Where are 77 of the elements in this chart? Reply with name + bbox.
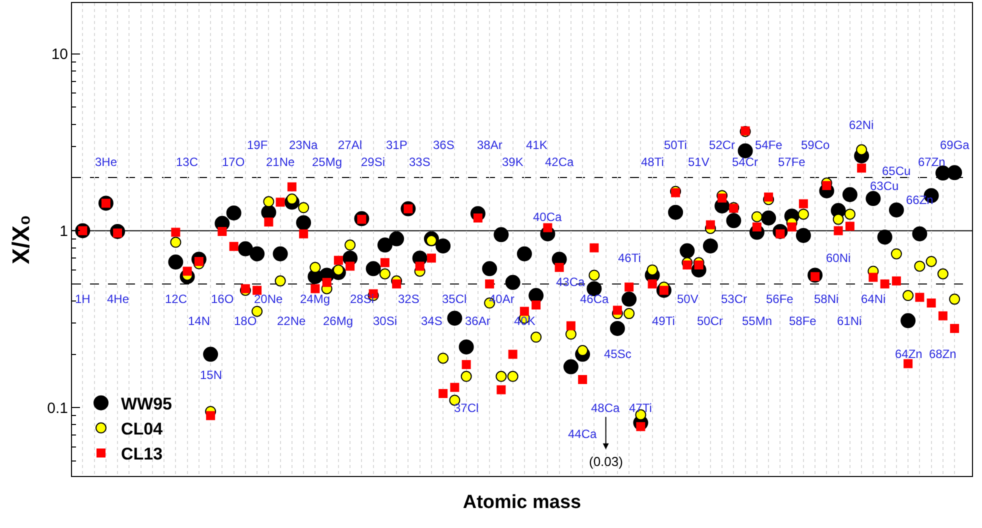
- x-tick-label: 49Ti: [652, 314, 675, 328]
- annotation: (0.03): [589, 454, 623, 469]
- x-tick-label: 59Co: [801, 138, 830, 152]
- x-tick-label: 50Ti: [664, 138, 687, 152]
- x-tick-label: 69Ga: [940, 138, 970, 152]
- x-tick-label: 50V: [677, 292, 698, 306]
- x-tick-label: 25Mg: [312, 155, 342, 169]
- x-tick-label: 37Cl: [454, 401, 479, 415]
- y-tick-label: 10: [51, 46, 68, 64]
- x-tick-label: 46Ca: [580, 292, 610, 306]
- x-tick-label: 35Cl: [442, 292, 467, 306]
- x-tick-label: 15N: [200, 368, 222, 382]
- x-tick-label: 22Ne: [277, 314, 306, 328]
- x-tick-label: 18O: [234, 314, 257, 328]
- x-tick-label: 45Sc: [604, 347, 632, 361]
- x-tick-label: 44Ca: [568, 427, 598, 441]
- x-tick-label: 17O: [222, 155, 245, 169]
- x-tick-label: 40Ca: [533, 210, 562, 224]
- x-tick-label: 26Mg: [323, 314, 354, 328]
- x-tick-label: 62Ni: [849, 118, 874, 132]
- x-tick-label: 67Zn: [918, 155, 946, 169]
- x-tick-label: 13C: [176, 155, 198, 169]
- x-tick-label: 33S: [409, 155, 430, 169]
- x-tick-label: 12C: [165, 292, 188, 306]
- x-tick-label: 36S: [433, 138, 454, 152]
- x-tick-label: 32S: [398, 292, 420, 306]
- y-tick-label: 1: [60, 222, 68, 240]
- x-tick-label: 40Ar: [489, 292, 514, 306]
- x-tick-label: 20Ne: [254, 292, 284, 306]
- y-tick-label: 0.1: [47, 400, 68, 417]
- x-tick-label: 63Cu: [870, 179, 899, 193]
- x-tick-label: 46Ti: [618, 251, 641, 265]
- x-tick-label: 27Al: [338, 138, 362, 152]
- x-tick-label: 42Ca: [545, 155, 574, 169]
- x-tick-label: 30Si: [373, 314, 398, 328]
- x-tick-label: 31P: [386, 138, 408, 152]
- x-tick-label: 54Cr: [732, 155, 758, 169]
- x-tick-label: 48Ti: [641, 155, 664, 169]
- x-tick-label: 51V: [688, 155, 710, 169]
- x-tick-label: 39K: [502, 155, 524, 169]
- x-tick-label: 24Mg: [300, 292, 330, 306]
- x-tick-label: 47Ti: [629, 401, 652, 415]
- x-axis-title: Atomic mass: [462, 492, 582, 514]
- x-tick-label: 3He: [95, 155, 118, 169]
- x-tick-label: 61Ni: [837, 314, 862, 328]
- x-tick-label: 48Ca: [591, 401, 620, 415]
- x-tick-label: 58Ni: [814, 292, 839, 306]
- legend-label: WW95: [121, 394, 172, 414]
- x-tick-label: 55Mn: [742, 314, 772, 328]
- x-tick-label: 4He: [107, 292, 130, 306]
- x-tick-label: 64Zn: [895, 347, 922, 361]
- x-tick-label: 50Cr: [697, 314, 724, 328]
- x-tick-label: 64Ni: [861, 292, 886, 306]
- x-tick-label: 65Cu: [882, 164, 911, 178]
- x-tick-label: 60Ni: [826, 251, 851, 265]
- x-tick-label: 16O: [211, 292, 234, 306]
- x-tick-label: 21Ne: [266, 155, 296, 169]
- x-tick-label: 68Zn: [929, 347, 956, 361]
- x-tick-label: 19F: [247, 138, 268, 152]
- x-tick-label: 41K: [526, 138, 548, 152]
- legend-label: CL13: [121, 444, 163, 464]
- x-tick-label: 57Fe: [778, 155, 806, 169]
- x-tick-label: 28Si: [350, 292, 374, 306]
- x-tick-label: 56Fe: [766, 292, 794, 306]
- x-tick-label: 29Si: [361, 155, 386, 169]
- x-tick-label: 36Ar: [465, 314, 490, 328]
- y-axis-title: X/X₀: [8, 214, 36, 264]
- x-tick-label: 23Na: [289, 138, 318, 152]
- x-tick-label: 1H: [75, 292, 90, 306]
- x-tick-label: 34S: [421, 314, 442, 328]
- x-tick-label: 52Cr: [709, 138, 736, 152]
- x-tick-label: 14N: [188, 314, 210, 328]
- x-tick-label: 58Fe: [789, 314, 817, 328]
- x-tick-label: 53Cr: [721, 292, 748, 306]
- legend-label: CL04: [121, 420, 164, 439]
- x-tick-label: 54Fe: [755, 138, 783, 152]
- x-tick-label: 38Ar: [477, 138, 502, 152]
